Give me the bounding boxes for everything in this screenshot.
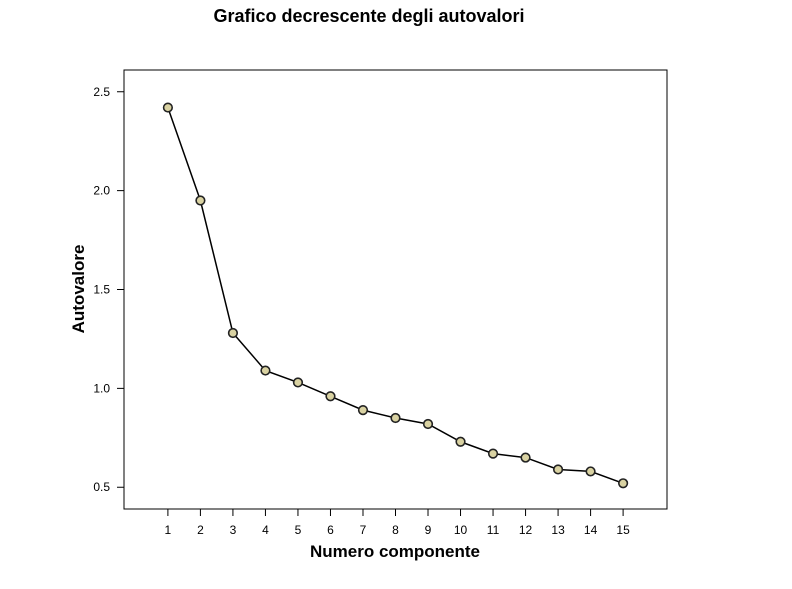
y-axis-tick-label: 1.5	[93, 283, 110, 297]
data-point-component-11	[487, 448, 499, 459]
x-axis-tick-label: 7	[360, 523, 367, 537]
x-axis-tick-label: 15	[616, 523, 630, 537]
data-point-component-6	[325, 391, 336, 402]
x-axis-tick-label: 2	[197, 523, 204, 537]
data-point-component-4	[260, 365, 271, 376]
x-axis-tick-label: 1	[165, 523, 172, 537]
data-point-component-10	[455, 436, 466, 447]
chart-title: Grafico decrescente degli autovalori	[213, 6, 524, 26]
y-axis-tick-label: 1.0	[93, 381, 110, 395]
x-axis-tick-label: 11	[487, 523, 500, 537]
data-point-component-2	[195, 195, 206, 206]
y-axis-tick-label: 2.0	[93, 184, 110, 198]
x-axis-tick-label: 10	[454, 523, 468, 537]
y-axis: 0.5 1.0 1.5 2.0 2.5	[93, 85, 124, 494]
data-point-component-8	[390, 412, 401, 424]
y-axis-title: Autovalore	[69, 245, 88, 334]
data-point-component-3	[227, 327, 239, 339]
data-point-component-9	[422, 418, 434, 430]
x-axis-tick-label: 4	[262, 523, 269, 537]
data-point-component-5	[292, 377, 304, 388]
x-axis-tick-label: 12	[519, 523, 533, 537]
x-axis-tick-label: 3	[230, 523, 237, 537]
x-axis: 1 2 3 4 5 6 7 8 9 10 11 12 13 14 15	[165, 509, 630, 537]
eigenvalue-series-points	[162, 102, 629, 489]
x-axis-tick-label: 8	[392, 523, 399, 537]
data-point-component-7	[357, 405, 369, 416]
plot-area-frame	[123, 69, 668, 510]
x-axis-tick-label: 6	[327, 523, 334, 537]
x-axis-tick-label: 5	[295, 523, 302, 537]
y-axis-tick-label: 2.5	[93, 85, 110, 99]
y-axis-tick-label: 0.5	[93, 480, 110, 494]
data-point-component-13	[552, 464, 564, 475]
eigenvalue-series-line	[167, 107, 624, 484]
data-point-component-15	[618, 478, 629, 489]
x-axis-tick-label: 13	[551, 523, 565, 537]
x-axis-tick-label: 9	[425, 523, 432, 537]
x-axis-title: Numero componente	[310, 542, 480, 561]
data-point-component-12	[520, 452, 531, 463]
data-point-component-14	[585, 466, 596, 477]
data-point-component-1	[162, 102, 173, 113]
x-axis-tick-label: 14	[584, 523, 598, 537]
